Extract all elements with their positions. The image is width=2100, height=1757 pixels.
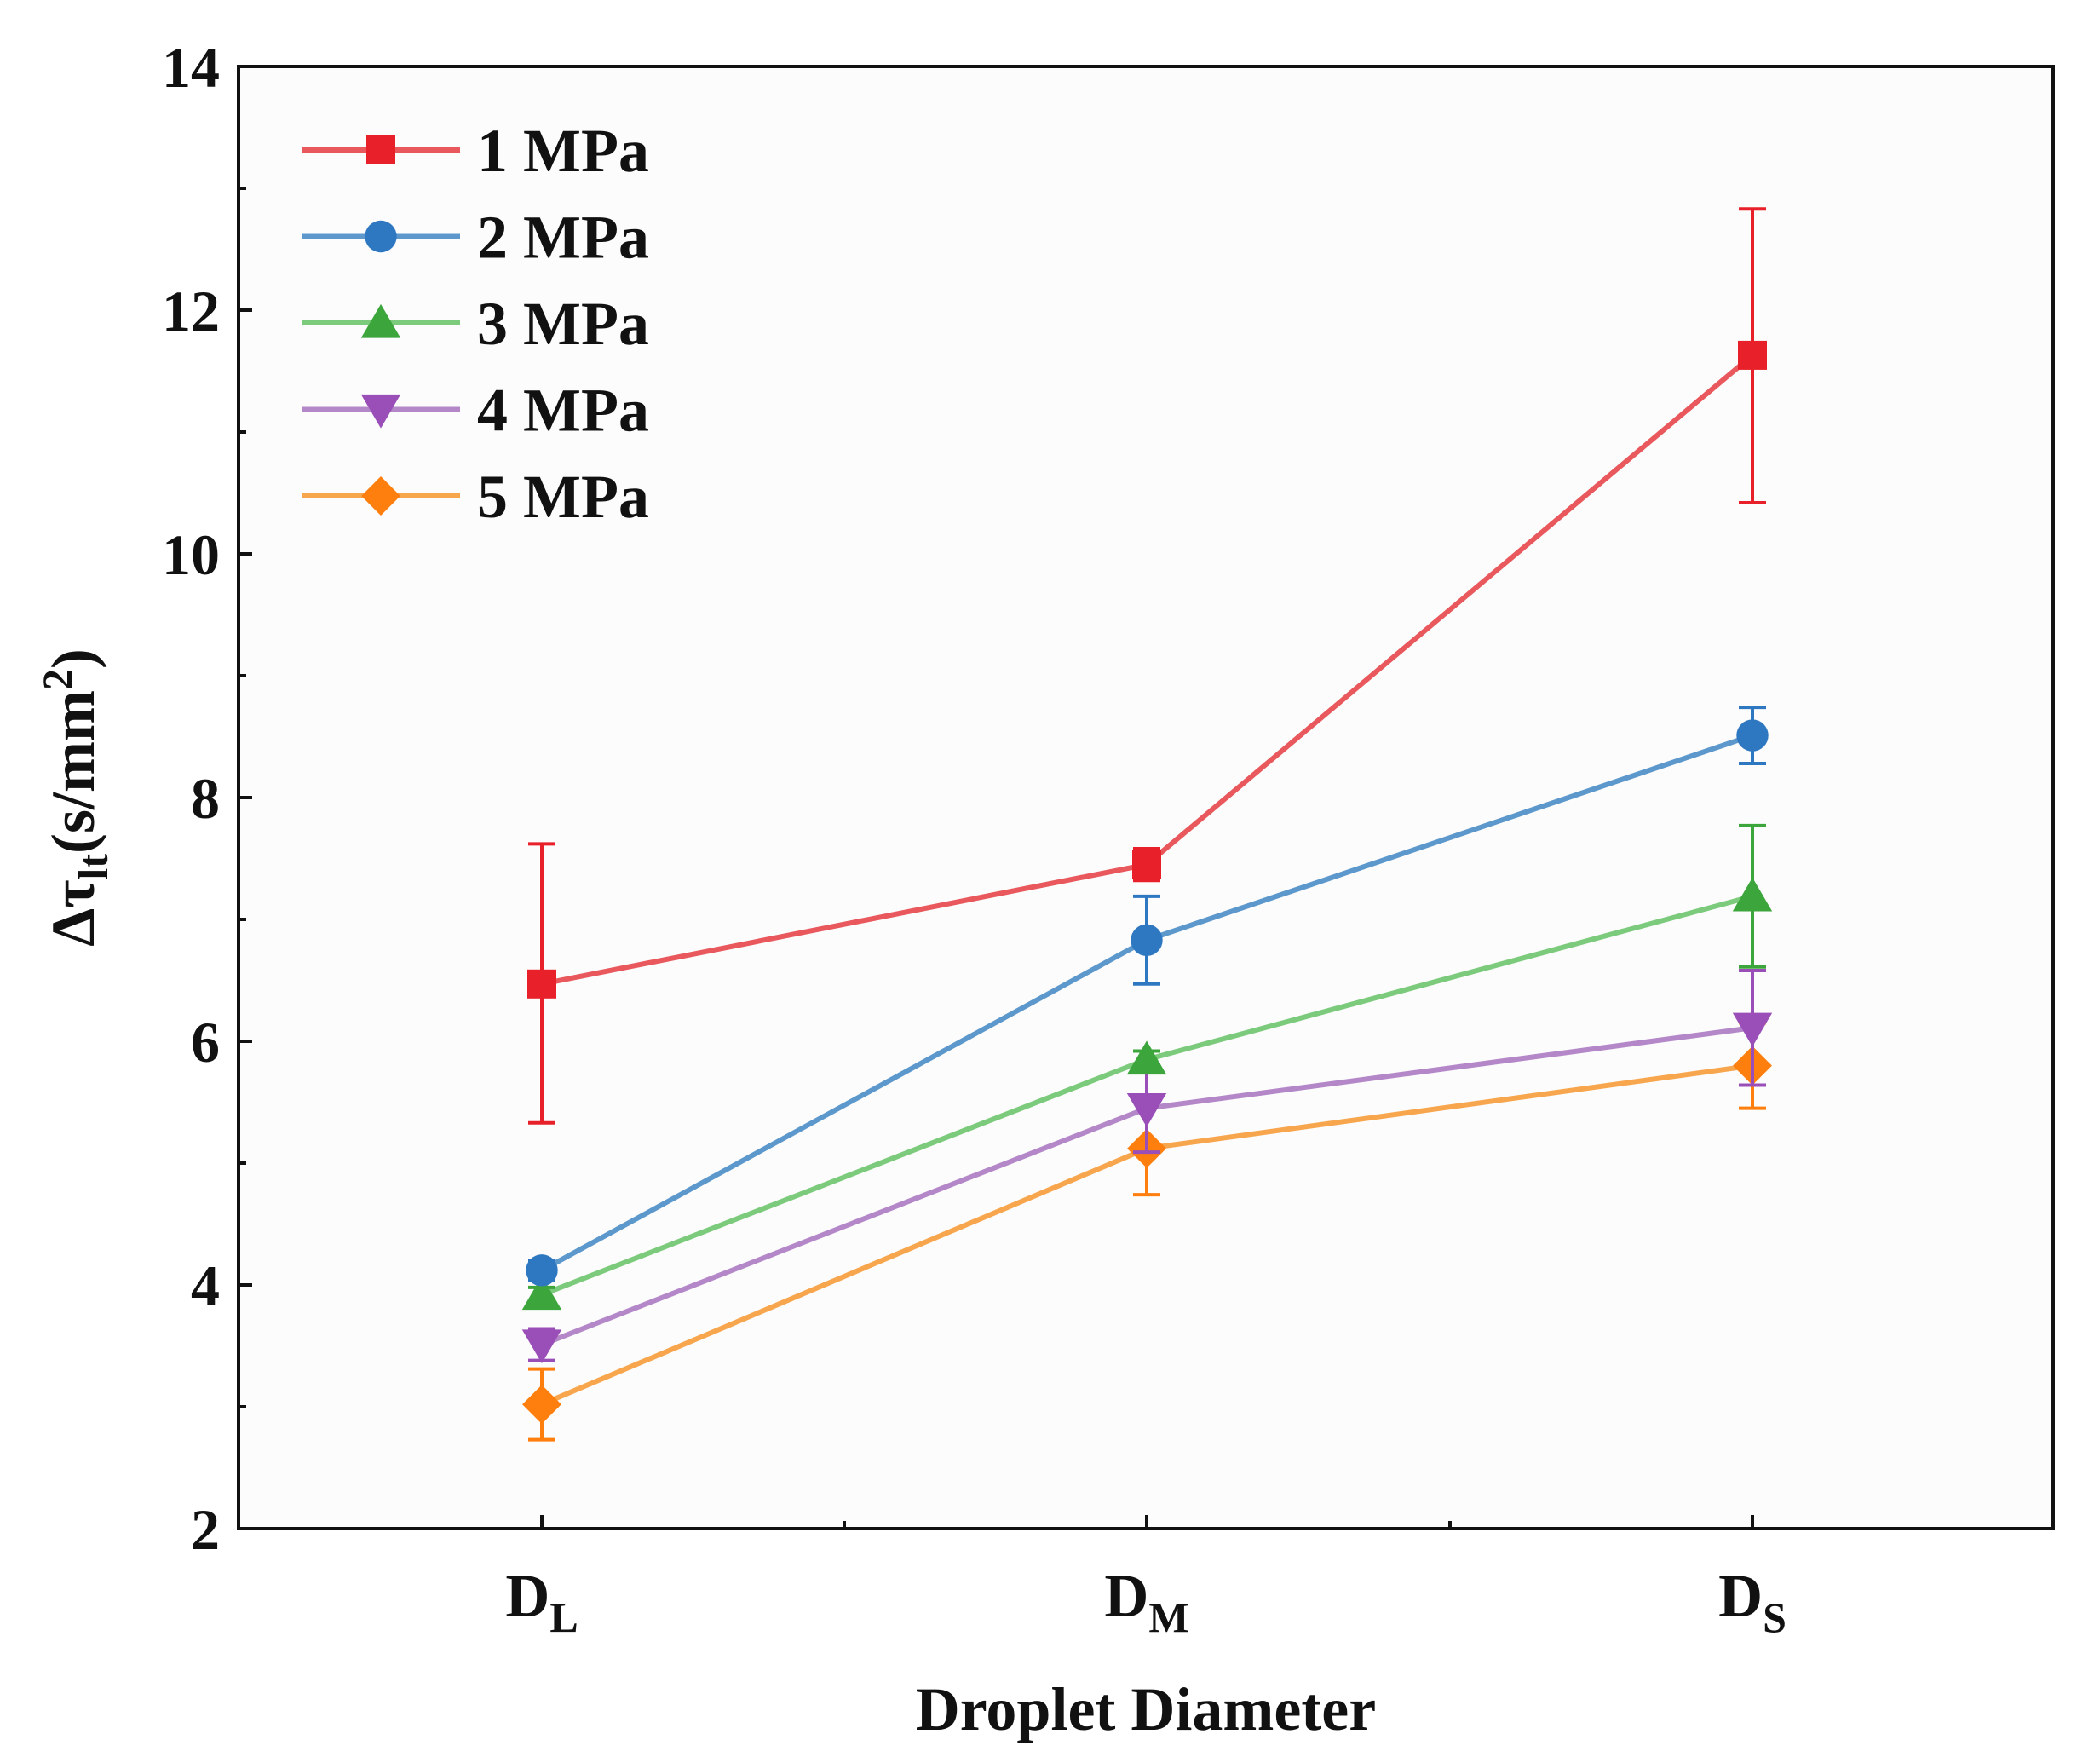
data-point bbox=[1738, 340, 1767, 370]
data-point bbox=[521, 1329, 562, 1364]
legend-marker bbox=[360, 394, 401, 429]
x-tick-label-base: D bbox=[505, 1562, 549, 1630]
y-tick-label: 4 bbox=[191, 1253, 220, 1318]
series-layer bbox=[521, 207, 1773, 1442]
legend-marker bbox=[361, 476, 400, 516]
data-point bbox=[522, 1385, 561, 1425]
data-point bbox=[1126, 1040, 1167, 1075]
y-axis-title-subscript: lt bbox=[69, 854, 117, 880]
y-axis-title-prefix: Δτ bbox=[39, 880, 107, 947]
plot-area bbox=[239, 66, 2053, 1529]
y-tick-label: 2 bbox=[191, 1497, 220, 1562]
x-tick-label-subscript: M bbox=[1148, 1593, 1188, 1641]
y-axis-title-unit-open: (s/mm bbox=[39, 690, 107, 854]
data-point bbox=[1132, 850, 1161, 879]
data-point bbox=[521, 1276, 562, 1311]
y-axis-title-superscript: 2 bbox=[33, 669, 81, 690]
legend-label: 1 MPa bbox=[477, 117, 649, 185]
data-point bbox=[1126, 1092, 1167, 1127]
data-point bbox=[1131, 924, 1163, 957]
legend-marker bbox=[365, 220, 397, 253]
legend-label: 3 MPa bbox=[477, 290, 649, 358]
x-tick-label-subscript: S bbox=[1763, 1593, 1786, 1641]
x-tick-label-subscript: L bbox=[549, 1593, 578, 1641]
y-tick-label: 8 bbox=[191, 766, 220, 831]
data-point bbox=[1732, 1012, 1773, 1047]
y-tick-label: 14 bbox=[162, 35, 220, 100]
legend-marker bbox=[360, 303, 401, 338]
x-tick-label: DS bbox=[1718, 1562, 1786, 1641]
legend-item-1-mpa: 1 MPa bbox=[302, 117, 649, 185]
series-1-mpa bbox=[527, 207, 1767, 1125]
data-point bbox=[1736, 719, 1769, 752]
data-point bbox=[527, 969, 556, 999]
x-tick-label-base: D bbox=[1104, 1562, 1148, 1630]
series-3-mpa bbox=[521, 823, 1773, 1311]
data-point bbox=[526, 1254, 558, 1287]
legend-label: 4 MPa bbox=[477, 377, 649, 445]
legend-item-3-mpa: 3 MPa bbox=[302, 290, 649, 358]
y-axis-title: Δτlt(s/mm2) bbox=[33, 648, 117, 947]
y-tick-label: 12 bbox=[162, 279, 220, 343]
x-tick-label: DL bbox=[505, 1562, 578, 1641]
y-tick-label: 6 bbox=[191, 1010, 220, 1074]
x-tick-label-base: D bbox=[1718, 1562, 1763, 1630]
legend-label: 2 MPa bbox=[477, 204, 649, 272]
legend-label: 5 MPa bbox=[477, 463, 649, 531]
legend: 1 MPa 2 MPa 3 MPa 4 MPa 5 MPa bbox=[302, 117, 649, 531]
y-axis-title-unit-close: ) bbox=[39, 648, 107, 669]
legend-item-2-mpa: 2 MPa bbox=[302, 204, 649, 272]
legend-item-5-mpa: 5 MPa bbox=[302, 463, 649, 531]
legend-marker bbox=[366, 135, 395, 164]
data-point bbox=[1732, 877, 1773, 912]
x-axis-title: Droplet Diameter bbox=[916, 1675, 1376, 1743]
y-tick-label: 10 bbox=[162, 522, 220, 587]
series-2-mpa bbox=[526, 706, 1769, 1287]
legend-item-4-mpa: 4 MPa bbox=[302, 377, 649, 445]
x-tick-label: DM bbox=[1104, 1562, 1188, 1641]
